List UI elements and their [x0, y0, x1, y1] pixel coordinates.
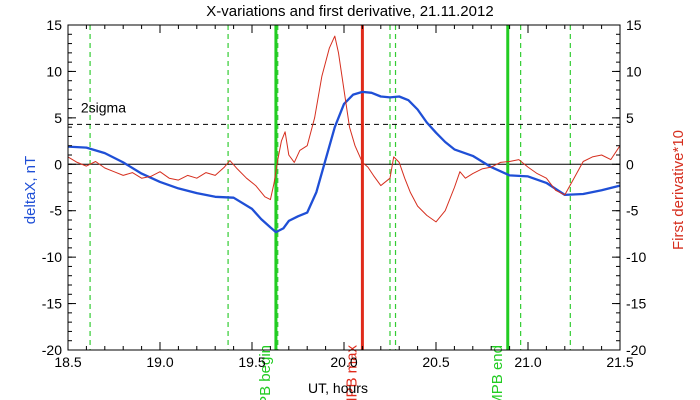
y-tick-label-right-4: -5	[626, 203, 639, 219]
x-tick-label-5: 21.0	[514, 354, 541, 370]
x-axis-label: UT, hours	[308, 380, 368, 396]
plot-area: 2sigma MPB begin MPB max MPB end 18.5 19.0 19.…	[42, 17, 647, 400]
y-tick-label-left-4: -5	[50, 203, 63, 219]
y-tick-label-left-0: 15	[46, 17, 62, 33]
y-tick-label-right-3: 0	[626, 156, 634, 172]
y-tick-label-left-6: -15	[42, 296, 62, 312]
marker-label-1: MPB max	[343, 345, 360, 400]
y-axis-label-right: First derivative*10	[670, 130, 687, 250]
y-tick-label-left-2: 5	[54, 110, 62, 126]
y-tick-label-right-2: 5	[626, 110, 634, 126]
y-tick-label-right-7: -20	[626, 342, 646, 358]
y-tick-label-right-5: -10	[626, 249, 646, 265]
x-tick-label-0: 18.5	[54, 354, 81, 370]
plot-frame	[67, 24, 621, 351]
y-axis-label-left: deltaX, nT	[22, 156, 39, 224]
x-tick-label-2: 19.5	[238, 354, 265, 370]
marker-label-2: MPB end	[489, 345, 506, 400]
y-tick-label-left-1: 10	[46, 63, 62, 79]
y-tick-label-left-3: 0	[54, 156, 62, 172]
series-line-1	[67, 35, 621, 223]
x-tick-label-3: 20.0	[330, 354, 357, 370]
y-tick-label-right-6: -15	[626, 296, 646, 312]
x-tick-label-6: 21.5	[606, 354, 633, 370]
chart-title: X-variations and first derivative, 21.11…	[206, 3, 493, 20]
y-tick-label-right-1: 10	[626, 63, 642, 79]
threshold-label: 2sigma	[81, 99, 126, 115]
x-tick-label-1: 19.0	[146, 354, 173, 370]
y-tick-label-left-7: -20	[42, 342, 62, 358]
x-tick-label-4: 20.5	[422, 354, 449, 370]
marker-label-0: MPB begin	[257, 345, 274, 400]
y-tick-label-right-0: 15	[626, 17, 642, 33]
y-tick-label-left-5: -10	[42, 249, 62, 265]
